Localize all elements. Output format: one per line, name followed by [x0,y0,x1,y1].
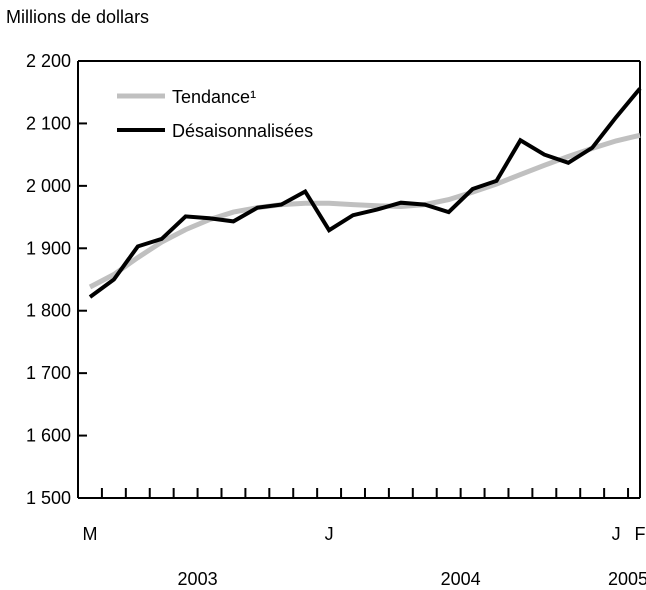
x-year-label: 2005 [608,569,646,589]
x-axis-ticks [100,488,630,498]
y-axis-ticks: 1 500 1 600 1 700 1 800 1 900 2 000 2 100 2 200 [26,51,87,508]
x-year-label: 2003 [178,569,218,589]
y-tick-label: 2 200 [26,51,71,71]
y-axis-title: Millions de dollars [6,7,149,27]
y-tick-label: 1 600 [26,426,71,446]
y-tick-label: 1 700 [26,363,71,383]
y-tick-label: 2 100 [26,113,71,133]
legend-label-trend: Tendance¹ [172,87,256,107]
x-month-label: J [612,524,621,544]
x-month-label: J [325,524,334,544]
trend-series-line [88,132,641,290]
y-tick-label: 1 500 [26,488,71,508]
legend: Tendance¹ Désaisonnalisées [117,87,313,141]
y-tick-label: 1 900 [26,238,71,258]
seasonally-adjusted-series-line [88,87,642,299]
y-tick-label: 2 000 [26,176,71,196]
plot-frame [77,60,641,499]
x-month-label: F [635,524,646,544]
y-tick-label: 1 800 [26,301,71,321]
x-year-label: 2004 [441,569,481,589]
series-layer [88,87,642,299]
x-month-label: M [82,524,97,544]
legend-label-seasonal: Désaisonnalisées [172,121,313,141]
